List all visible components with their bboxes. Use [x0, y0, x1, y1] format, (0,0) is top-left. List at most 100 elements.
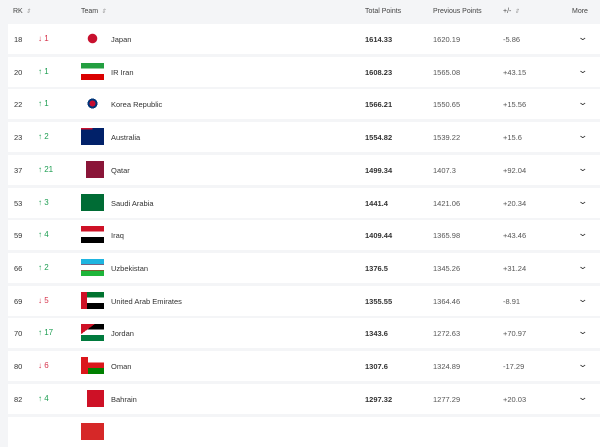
rank-change: ↑ 2 — [38, 262, 49, 272]
rank-change: ↑ 3 — [38, 197, 49, 207]
points-diff: -5.86 — [503, 35, 521, 44]
rank: 37 — [14, 165, 23, 175]
arrow-up-icon: ↑ — [38, 230, 42, 240]
total-points: 1499.34 — [365, 165, 393, 175]
total-points: 1441.4 — [365, 198, 388, 208]
previous-points: 1364.46 — [433, 296, 461, 306]
rank-change: ↓ 1 — [38, 34, 49, 43]
rank: 23 — [14, 133, 23, 143]
points-diff: +43.15 — [503, 67, 527, 77]
team-name[interactable]: Japan — [111, 35, 132, 44]
chevron-down-icon[interactable]: ⌄ — [577, 130, 589, 141]
arrow-down-icon: ↓ — [38, 361, 42, 370]
team-header[interactable]: Team ⇕ — [81, 8, 107, 15]
table-row: 18 ↓ 1 Japan 1614.33 1620.19 -5.86 ⌄ — [8, 24, 600, 54]
previous-points: 1407.3 — [433, 165, 456, 175]
rank: 66 — [14, 263, 23, 273]
chevron-down-icon[interactable]: ⌄ — [577, 97, 589, 108]
total-points: 1614.33 — [365, 35, 393, 44]
chevron-down-icon[interactable]: ⌄ — [577, 391, 589, 402]
rank-change: ↑ 17 — [38, 328, 54, 338]
flag-uae-icon — [81, 291, 104, 309]
total-points: 1297.32 — [365, 394, 393, 404]
rank-change: ↑ 2 — [38, 132, 49, 142]
table-row — [8, 417, 600, 447]
previous-points-header: Previous Points — [433, 8, 482, 15]
team-name[interactable]: Australia — [111, 133, 141, 143]
table-row: 80 ↓ 6 Oman 1307.6 1324.89 -17.29 ⌄ — [8, 351, 600, 381]
chevron-down-icon[interactable]: ⌄ — [577, 293, 589, 304]
arrow-up-icon: ↑ — [38, 99, 42, 109]
flag-korea-icon — [81, 95, 104, 113]
arrow-up-icon: ↑ — [38, 197, 42, 207]
arrow-down-icon: ↓ — [38, 295, 42, 305]
flag-qatar-icon — [81, 160, 104, 178]
rank: 22 — [14, 100, 23, 110]
chevron-down-icon[interactable]: ⌄ — [577, 195, 589, 206]
rank: 18 — [14, 35, 23, 44]
points-diff: +92.04 — [503, 165, 527, 175]
previous-points: 1539.22 — [433, 133, 461, 143]
points-diff: -8.91 — [503, 296, 521, 306]
previous-points: 1324.89 — [433, 362, 461, 371]
rank-change: ↑ 1 — [38, 66, 49, 76]
previous-points: 1277.29 — [433, 394, 461, 404]
points-diff: +15.6 — [503, 133, 522, 143]
points-diff: +20.03 — [503, 394, 527, 404]
table-row: 66 ↑ 2 Uzbekistan 1376.5 1345.26 +31.24 … — [8, 252, 600, 283]
rank-header[interactable]: RK ⇕ — [13, 8, 31, 15]
diff-header[interactable]: +/- ⇕ — [503, 8, 520, 15]
chevron-down-icon[interactable]: ⌄ — [577, 359, 589, 369]
table-row: 53 ↑ 3 Saudi Arabia 1441.4 1421.06 +20.3… — [8, 187, 600, 218]
points-diff: +20.34 — [503, 198, 527, 208]
arrow-up-icon: ↑ — [38, 262, 42, 272]
team-name[interactable]: Iraq — [111, 231, 124, 241]
chevron-down-icon[interactable]: ⌄ — [577, 64, 589, 75]
team-name[interactable]: Saudi Arabia — [111, 198, 154, 208]
team-name[interactable]: Qatar — [111, 165, 130, 175]
rank: 59 — [14, 231, 23, 241]
previous-points: 1365.98 — [433, 231, 461, 241]
team-name[interactable]: Jordan — [111, 329, 134, 339]
table-row: 23 ↑ 2 Australia 1554.82 1539.22 +15.6 ⌄ — [8, 122, 600, 153]
rank-change: ↑ 21 — [38, 164, 54, 174]
total-points: 1409.44 — [365, 231, 393, 241]
team-name[interactable]: Uzbekistan — [111, 263, 149, 273]
chevron-down-icon[interactable]: ⌄ — [577, 326, 589, 337]
total-points: 1355.55 — [365, 296, 393, 306]
table-row: 20 ↑ 1 IR Iran 1608.23 1565.08 +43.15 ⌄ — [8, 56, 600, 87]
flag-iraq-icon — [81, 226, 104, 244]
team-name[interactable]: Oman — [111, 362, 132, 371]
chevron-down-icon[interactable]: ⌄ — [577, 260, 589, 271]
team-name[interactable]: IR Iran — [111, 67, 134, 77]
total-points: 1376.5 — [365, 263, 388, 273]
arrow-up-icon: ↑ — [38, 66, 42, 76]
chevron-down-icon[interactable]: ⌄ — [577, 228, 589, 239]
rank-change: ↑ 4 — [38, 230, 49, 240]
table-row: 70 ↑ 17 Jordan 1343.6 1272.63 +70.97 ⌄ — [8, 318, 600, 349]
flag-japan-icon — [81, 30, 104, 47]
rank: 82 — [14, 394, 23, 404]
team-name[interactable]: Korea Republic — [111, 100, 163, 110]
points-diff: +15.56 — [503, 100, 527, 110]
more-header: More — [572, 8, 588, 15]
rank: 20 — [14, 67, 23, 77]
points-diff: +43.46 — [503, 231, 527, 241]
chevron-down-icon[interactable]: ⌄ — [577, 162, 589, 173]
points-diff: +70.97 — [503, 329, 527, 339]
previous-points: 1620.19 — [433, 35, 461, 44]
total-points: 1307.6 — [365, 362, 388, 371]
points-diff: +31.24 — [503, 263, 527, 273]
team-name[interactable]: Bahrain — [111, 394, 137, 404]
previous-points: 1550.65 — [433, 100, 461, 110]
chevron-down-icon[interactable]: ⌄ — [577, 32, 589, 42]
table-row: 37 ↑ 21 Qatar 1499.34 1407.3 +92.04 ⌄ — [8, 154, 600, 185]
flag-jordan-icon — [81, 324, 104, 342]
team-name[interactable]: United Arab Emirates — [111, 296, 182, 306]
table-row: 59 ↑ 4 Iraq 1409.44 1365.98 +43.46 ⌄ — [8, 220, 600, 251]
table-row: 69 ↓ 5 United Arab Emirates 1355.55 1364… — [8, 285, 600, 316]
rank-change: ↓ 5 — [38, 295, 49, 305]
rank: 80 — [14, 362, 23, 371]
previous-points: 1565.08 — [433, 67, 461, 77]
table-row: 82 ↑ 4 Bahrain 1297.32 1277.29 +20.03 ⌄ — [8, 383, 600, 414]
